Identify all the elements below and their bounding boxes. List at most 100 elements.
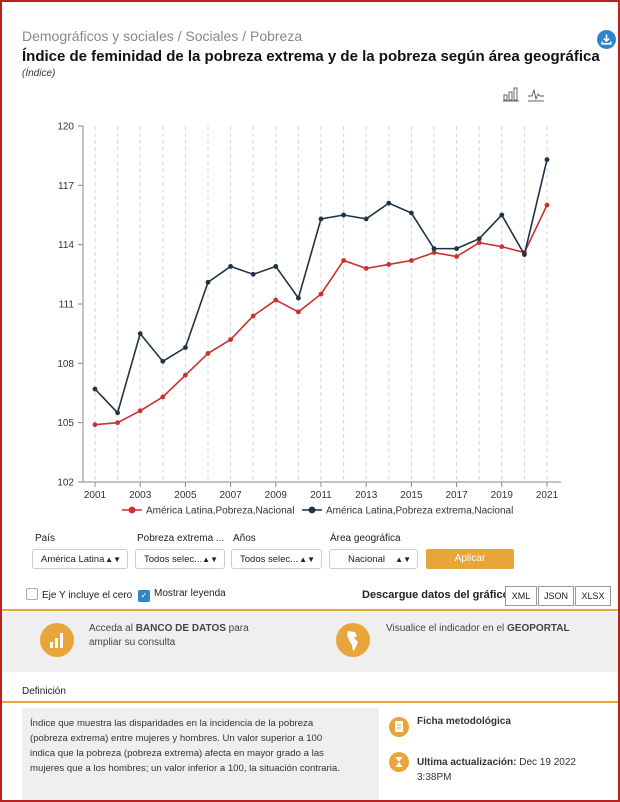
type-select-value: Todos selec... [144, 554, 203, 565]
x-tick-label: 2003 [129, 490, 152, 501]
breadcrumb[interactable]: Demográficos y sociales / Sociales / Pob… [22, 28, 303, 44]
definition-line: (pobreza extrema) entre mujeres y hombre… [30, 733, 323, 744]
data-point [205, 279, 211, 285]
geoportal-link[interactable]: Visualice el indicador en el GEOPORTAL [386, 622, 570, 636]
data-point [544, 202, 550, 208]
section-divider [2, 609, 618, 611]
geo-prefix: Visualice el indicador en el [386, 623, 508, 634]
data-point [363, 216, 369, 222]
select-arrows-icon: ▲▼ [105, 555, 121, 564]
line-chart: 102 105 108 111 114 117 120 2001 2003 2005 2007 200… [57, 122, 561, 517]
y-tick-label: 105 [57, 418, 74, 429]
data-point [250, 313, 256, 319]
data-point [160, 358, 166, 364]
apply-button[interactable]: Aplicar [426, 549, 514, 569]
data-point [228, 337, 234, 342]
x-tick-label: 2009 [265, 490, 288, 501]
promo-panel: Acceda al BANCO DE DATOS para ampliar su… [2, 612, 618, 672]
data-point [318, 216, 324, 222]
geo-strong: GEOPORTAL [507, 623, 570, 634]
data-point [499, 212, 505, 218]
x-tick-label: 2013 [355, 490, 378, 501]
bank-strong: BANCO DE DATOS [135, 623, 226, 634]
bank-prefix: Acceda al [89, 623, 136, 634]
bar-chart-icon[interactable] [503, 86, 519, 102]
data-bank-link[interactable]: Acceda al BANCO DE DATOS para ampliar su… [89, 622, 249, 650]
data-point [160, 394, 166, 400]
x-tick-label: 2017 [445, 490, 468, 501]
data-point [476, 240, 482, 246]
filter-label-years: Años [233, 533, 256, 544]
document-icon[interactable] [389, 717, 409, 737]
data-point [273, 297, 279, 303]
data-point [499, 244, 505, 250]
americas-map-icon[interactable] [336, 623, 370, 657]
data-point [454, 254, 459, 259]
data-point [296, 309, 301, 315]
data-point [205, 351, 211, 356]
data-point [273, 264, 279, 269]
area-select[interactable]: Nacional ▲▼ [329, 549, 418, 569]
checkbox-checked-icon[interactable]: ✓ [138, 590, 150, 602]
definition-line: Índice que muestra las disparidades en l… [30, 718, 314, 729]
y-tick-label: 108 [57, 359, 74, 370]
filter-label-area: Área geográfica [330, 533, 401, 544]
methodology-link[interactable]: Ficha metodológica [417, 716, 511, 727]
type-select[interactable]: Todos selec... ▲▼ [135, 549, 225, 569]
years-select[interactable]: Todos selec... ▲▼ [231, 549, 322, 569]
data-point [296, 295, 301, 301]
legend-label: América Latina,Pobreza extrema,Nacional [326, 506, 513, 517]
show-legend-checkbox[interactable]: ✓ Mostrar leyenda [138, 588, 226, 602]
data-point [341, 212, 346, 218]
filter-label-type: Pobreza extrema ... [137, 533, 225, 544]
hourglass-icon [389, 752, 409, 772]
select-arrows-icon: ▲▼ [395, 555, 411, 564]
area-select-value: Nacional [348, 554, 385, 565]
data-point [476, 236, 482, 242]
xlsx-button[interactable]: XLSX [575, 586, 611, 606]
zero-axis-checkbox[interactable]: Eje Y incluye el cero [26, 588, 132, 601]
data-point [454, 246, 459, 252]
definition-line: indica que la pobreza (pobreza extrema) … [30, 748, 324, 759]
x-tick-label: 2011 [310, 490, 332, 501]
y-tick-label: 120 [57, 122, 74, 133]
download-icon[interactable] [597, 30, 616, 49]
data-point [183, 372, 188, 378]
country-select[interactable]: América Latina ▲▼ [32, 549, 128, 569]
download-data-label: Descargue datos del gráfico: [362, 589, 513, 601]
x-tick-label: 2019 [491, 490, 514, 501]
y-tick-label: 102 [57, 478, 74, 489]
data-point [137, 331, 143, 337]
bank-line2: ampliar su consulta [89, 637, 176, 648]
data-point [92, 386, 98, 392]
definition-text: Índice que muestra las disparidades en l… [30, 716, 375, 776]
x-tick-label: 2007 [219, 490, 242, 501]
definition-divider [2, 701, 618, 703]
y-tick-label: 117 [58, 181, 74, 192]
definition-label: Definición [22, 686, 66, 697]
show-legend-label: Mostrar leyenda [154, 588, 226, 599]
last-update-label: Ultima actualización: [417, 757, 517, 768]
line-chart-icon[interactable] [528, 86, 544, 102]
select-arrows-icon: ▲▼ [299, 555, 315, 564]
data-point [522, 252, 527, 257]
bank-suffix: para [225, 623, 249, 634]
checkbox-empty[interactable] [26, 588, 38, 600]
data-point [228, 264, 234, 269]
data-point [386, 262, 392, 267]
bar-chart-icon[interactable] [40, 623, 74, 657]
legend-swatch-point [128, 506, 136, 514]
data-point [183, 345, 188, 350]
zero-axis-label: Eje Y incluye el cero [42, 590, 133, 601]
xml-button[interactable]: XML [505, 586, 537, 606]
legend-swatch-point [308, 506, 316, 514]
select-arrows-icon: ▲▼ [202, 555, 218, 564]
unit-label: (Índice) [22, 68, 56, 79]
years-select-value: Todos selec... [240, 554, 299, 565]
json-button[interactable]: JSON [538, 586, 574, 606]
last-update-date: Dec 19 2022 [519, 757, 576, 768]
last-update: Ultima actualización: Dec 19 2022 3:38PM [417, 755, 576, 785]
data-point [363, 266, 369, 271]
definition-box: Índice que muestra las disparidades en l… [22, 708, 379, 800]
